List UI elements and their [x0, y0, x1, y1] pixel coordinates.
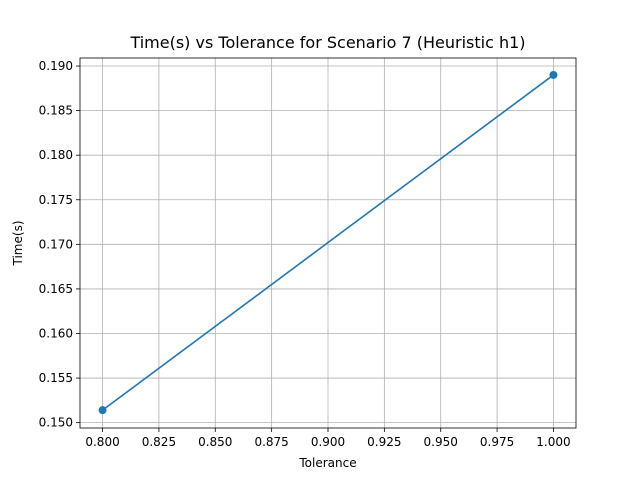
tick-layer: 0.800 0.825 0.850 0.875 0.900 0.925 0.950 0.975… — [39, 59, 571, 449]
x-tick-label: 0.875 — [254, 435, 288, 449]
y-tick-label: 0.185 — [39, 104, 73, 118]
x-tick-label: 0.900 — [311, 435, 345, 449]
x-tick-label: 0.925 — [367, 435, 401, 449]
x-axis-label: Tolerance — [298, 456, 356, 470]
data-point — [549, 70, 558, 79]
series-layer — [98, 70, 558, 415]
x-tick-label: 0.975 — [480, 435, 514, 449]
grid-layer — [80, 58, 576, 428]
y-tick-label: 0.190 — [39, 59, 73, 73]
y-tick-label: 0.155 — [39, 371, 73, 385]
x-tick-label: 1.000 — [536, 435, 570, 449]
x-tick-label: 0.850 — [198, 435, 232, 449]
x-tick-label: 0.800 — [85, 435, 119, 449]
y-tick-label: 0.170 — [39, 237, 73, 251]
y-tick-label: 0.175 — [39, 193, 73, 207]
y-tick-label: 0.180 — [39, 148, 73, 162]
chart-title: Time(s) vs Tolerance for Scenario 7 (Heu… — [129, 33, 525, 52]
x-tick-label: 0.825 — [142, 435, 176, 449]
y-tick-label: 0.160 — [39, 326, 73, 340]
series-line — [102, 74, 554, 411]
y-tick-label: 0.150 — [39, 416, 73, 430]
y-axis-label: Time(s) — [11, 221, 25, 267]
data-point — [98, 406, 107, 415]
y-tick-label: 0.165 — [39, 282, 73, 296]
x-tick-label: 0.950 — [424, 435, 458, 449]
